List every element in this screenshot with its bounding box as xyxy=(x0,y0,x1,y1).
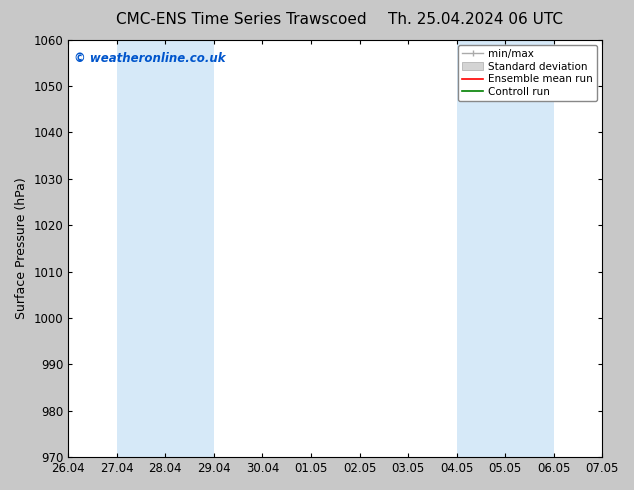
Text: © weatheronline.co.uk: © weatheronline.co.uk xyxy=(74,52,225,65)
Bar xyxy=(141,40,214,457)
Bar xyxy=(117,40,141,457)
Bar xyxy=(505,40,553,457)
Y-axis label: Surface Pressure (hPa): Surface Pressure (hPa) xyxy=(15,177,28,319)
Bar xyxy=(602,40,634,457)
Text: CMC-ENS Time Series Trawscoed: CMC-ENS Time Series Trawscoed xyxy=(115,12,366,27)
Bar xyxy=(456,40,505,457)
Text: Th. 25.04.2024 06 UTC: Th. 25.04.2024 06 UTC xyxy=(388,12,563,27)
Legend: min/max, Standard deviation, Ensemble mean run, Controll run: min/max, Standard deviation, Ensemble me… xyxy=(458,45,597,101)
